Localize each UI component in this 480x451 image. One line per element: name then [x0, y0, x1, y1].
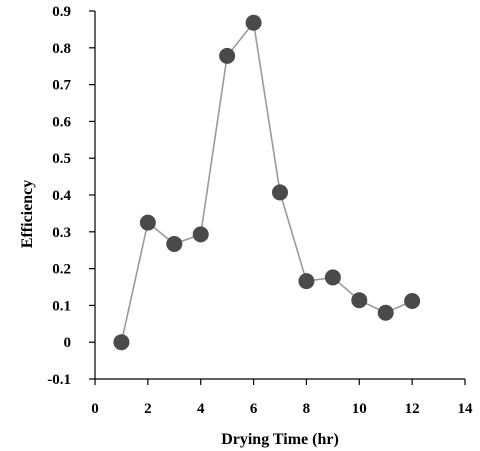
series-line [120, 20, 413, 343]
x-tick-label: 8 [303, 401, 311, 417]
data-point [272, 184, 288, 201]
x-axis-title: Drying Time (hr) [221, 431, 339, 448]
x-tick-label: 10 [352, 401, 367, 417]
y-axis-ticks: -0.1 0 0.1 0.2 0.3 0.4 0.5 0.6 0.7 0.8 0.9 [47, 4, 95, 388]
data-point [192, 226, 209, 243]
series-polyline [120, 20, 413, 343]
x-tick-label: 4 [197, 401, 205, 417]
y-axis: -0.1 0 0.1 0.2 0.3 0.4 0.5 0.6 0.7 0.8 0.9 [47, 4, 96, 388]
y-tick-label: 0.5 [52, 151, 71, 167]
x-axis-ticks: 0 2 4 6 8 10 12 14 [91, 379, 473, 417]
x-tick-label: 14 [458, 401, 474, 417]
y-tick-label: 0.3 [52, 225, 71, 241]
y-tick-label: 0.1 [52, 298, 71, 314]
x-axis: 0 2 4 6 8 10 12 14 [91, 378, 473, 417]
y-tick-label: 0.6 [52, 114, 71, 130]
data-point [324, 269, 341, 286]
y-tick-label: 0.9 [52, 4, 71, 20]
data-point [351, 292, 368, 309]
x-tick-label: 6 [250, 401, 258, 417]
data-point [298, 273, 315, 290]
y-axis-title: Efficiency [19, 180, 36, 248]
y-tick-label: 0.8 [52, 41, 71, 57]
data-point [377, 304, 394, 321]
data-point [245, 14, 262, 31]
series-markers [113, 14, 421, 351]
data-point [113, 334, 130, 351]
y-tick-label: 0.4 [52, 188, 71, 204]
x-tick-label: 0 [91, 401, 99, 417]
y-tick-label: 0.2 [52, 262, 71, 278]
x-tick-label: 12 [405, 401, 420, 417]
data-point [404, 292, 421, 309]
y-tick-label: 0 [64, 335, 72, 351]
data-point [166, 235, 183, 252]
data-point [219, 47, 236, 64]
y-tick-label: -0.1 [47, 372, 71, 388]
x-tick-label: 2 [144, 401, 152, 417]
data-point [139, 214, 156, 231]
y-tick-label: 0.7 [52, 78, 71, 94]
